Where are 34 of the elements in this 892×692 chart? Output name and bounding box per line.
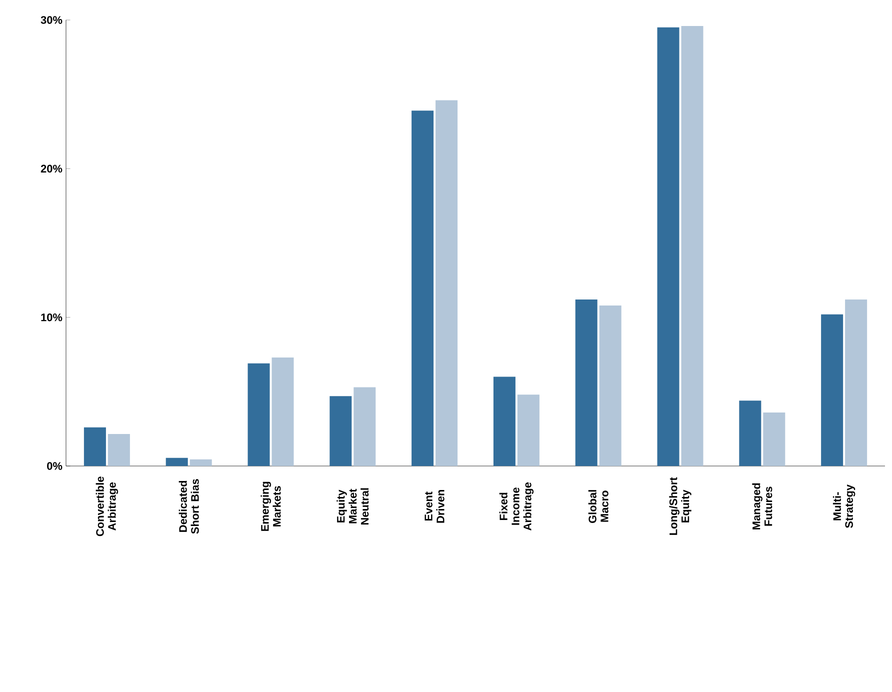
x-tick-label: Event Driven	[424, 490, 444, 523]
x-tick-label: Managed Futures	[752, 483, 772, 530]
bar	[272, 357, 294, 466]
bar	[166, 458, 188, 466]
x-tick-label: Dedicated Short Bias	[178, 479, 199, 534]
bar	[657, 27, 680, 466]
bar	[681, 26, 704, 466]
bar	[190, 459, 212, 466]
bar	[108, 434, 130, 466]
bar	[599, 305, 622, 466]
bar	[821, 314, 844, 466]
bar	[436, 100, 458, 466]
bar	[763, 412, 786, 466]
y-tick-label: 30%	[40, 16, 62, 24]
x-tick-label: Long/Short Equity	[669, 477, 692, 535]
bar	[845, 299, 868, 466]
y-tick-label: 20%	[40, 164, 62, 173]
x-tick-label: Emerging Markets	[260, 482, 281, 531]
x-tick-label: Multi-Strategy	[832, 484, 856, 528]
bar	[84, 427, 106, 466]
bar	[330, 396, 352, 466]
y-tick-label: 10%	[41, 313, 62, 322]
bar	[248, 363, 270, 466]
x-tick-label: Convertible Arbitrage	[96, 476, 118, 536]
bar	[517, 394, 540, 466]
bar	[412, 110, 434, 466]
x-tick-label: Fixed Income Arbitrage	[499, 482, 534, 530]
bar	[493, 376, 516, 466]
y-tick-label: 0%	[47, 462, 62, 470]
bar	[354, 387, 376, 466]
bar	[739, 400, 762, 466]
x-tick-label: Global Macro	[588, 490, 608, 523]
x-tick-label: Equity Market Neutral	[336, 488, 369, 525]
bar	[575, 299, 598, 466]
